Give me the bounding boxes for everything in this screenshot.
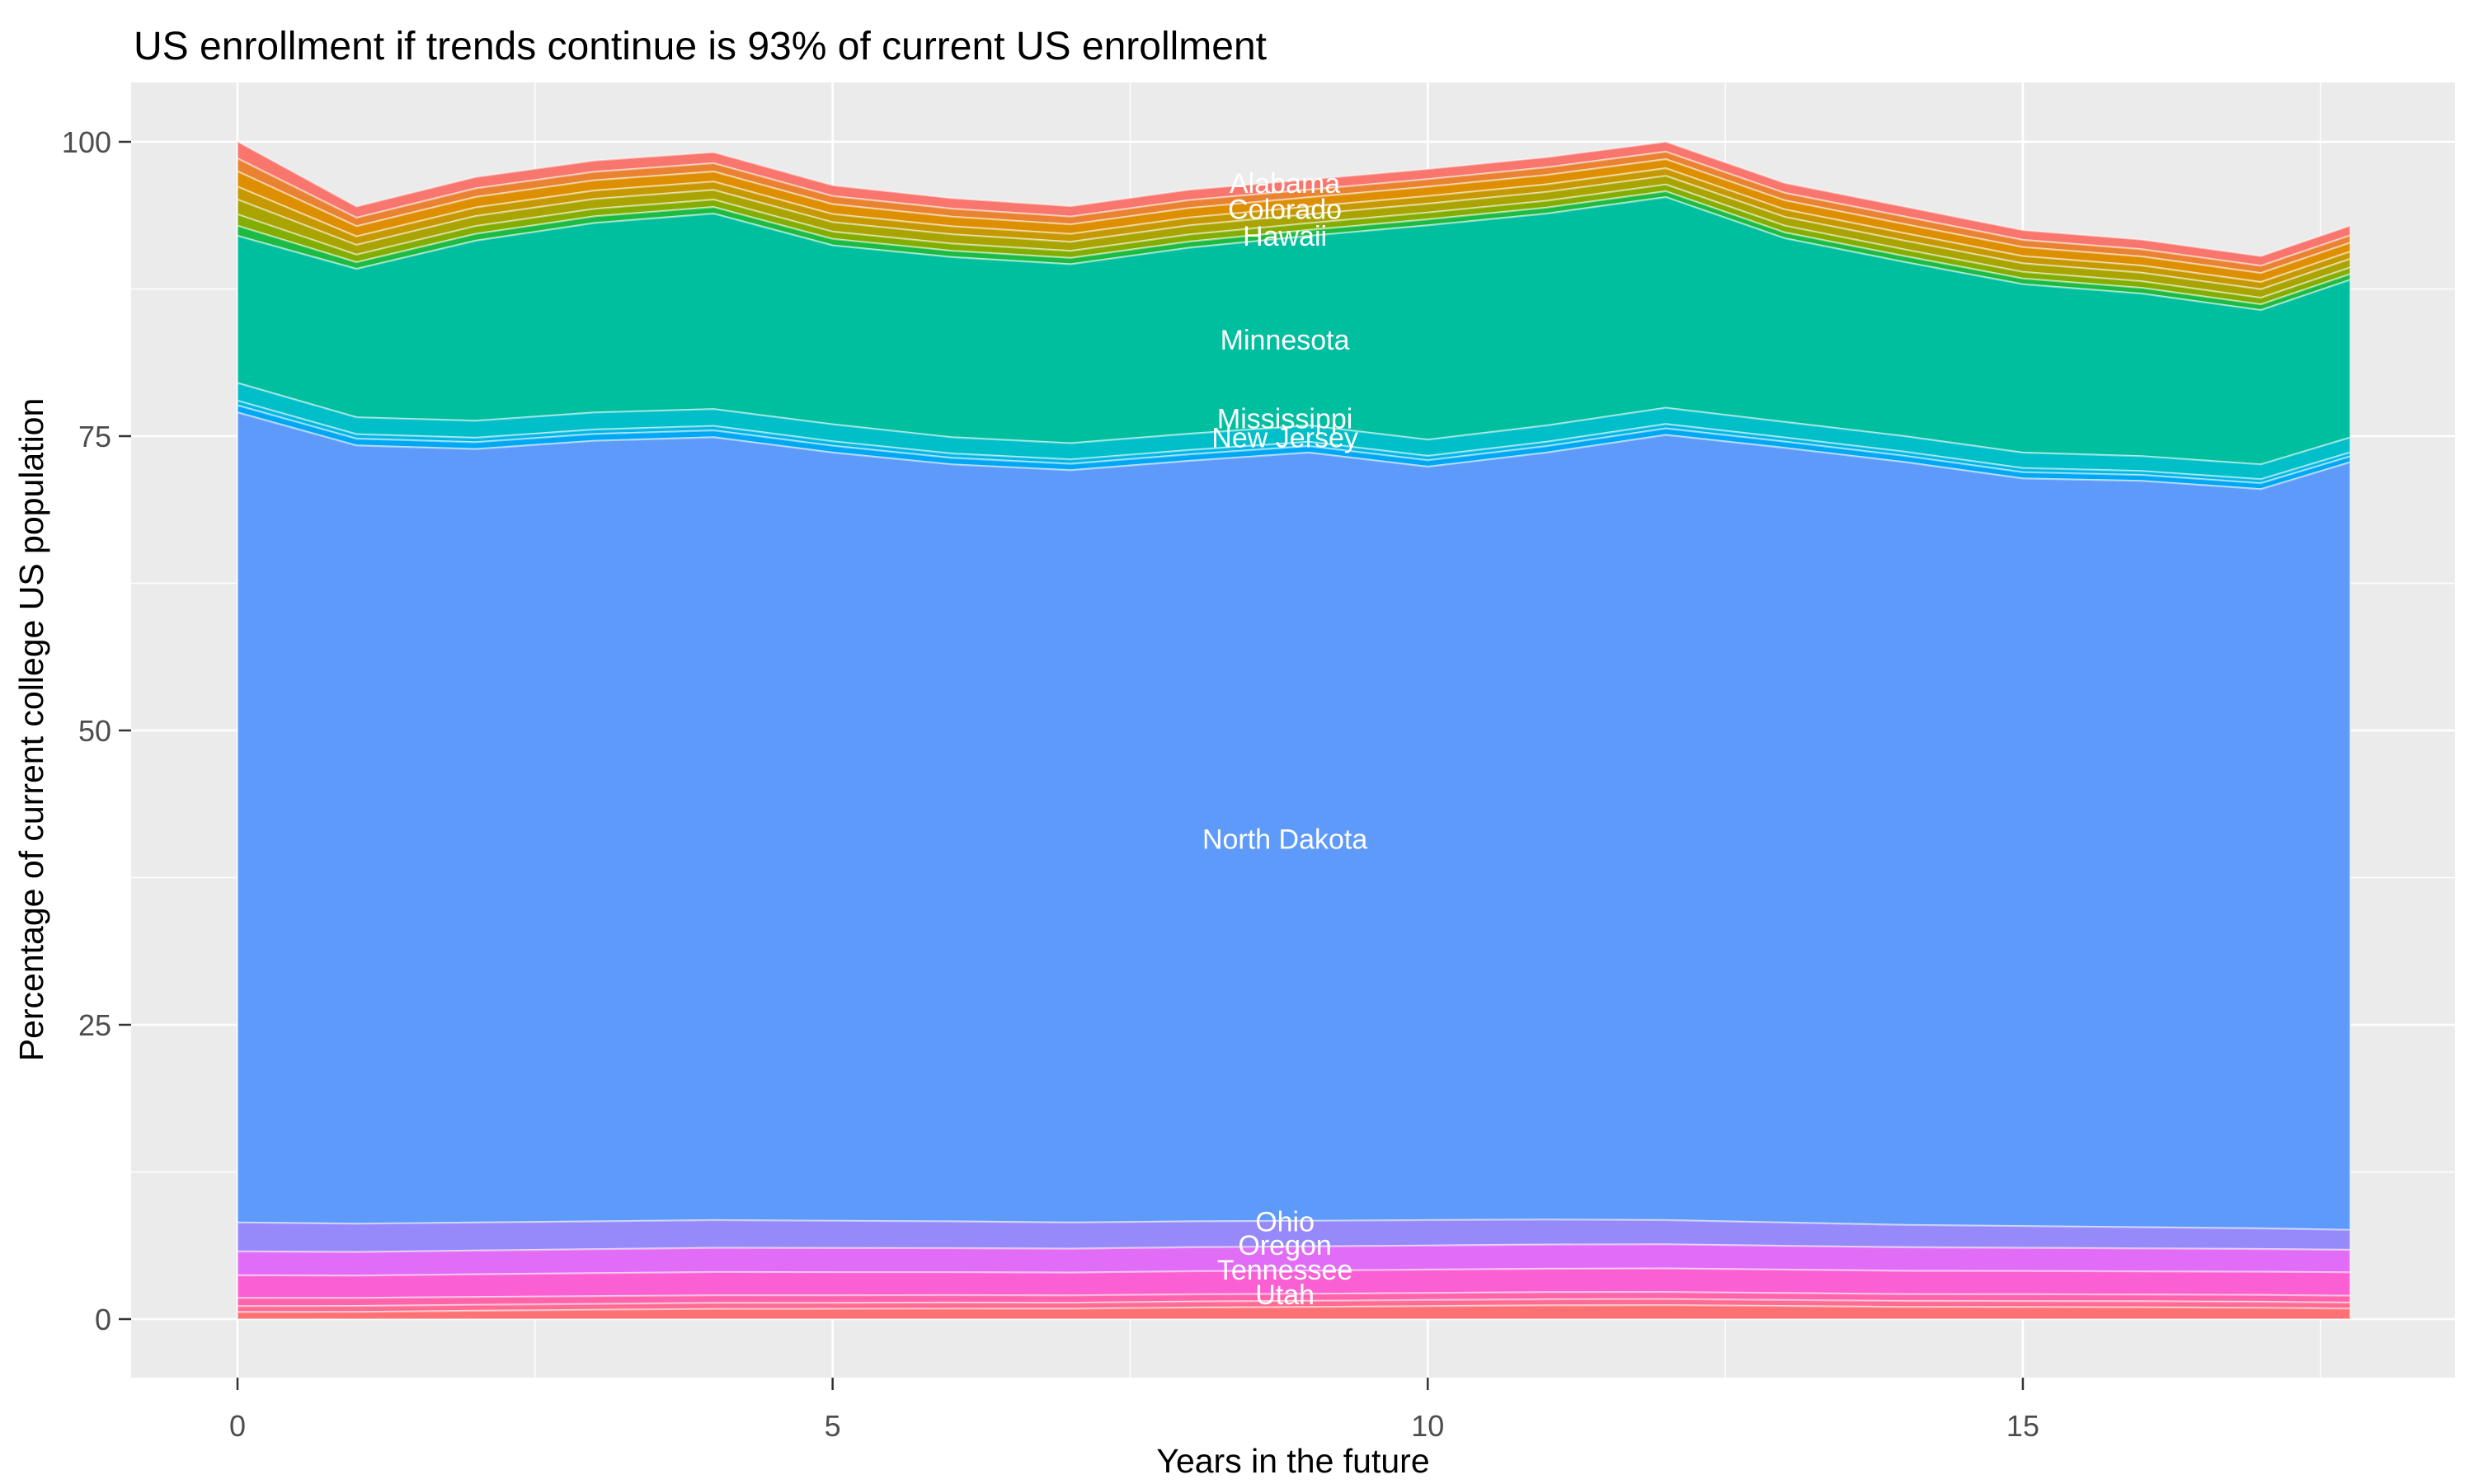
y-tick-label: 75 — [78, 420, 111, 453]
band-label-mississippi: Mississippi — [1217, 404, 1352, 435]
y-tick-label: 50 — [78, 714, 111, 748]
y-tick-label: 25 — [78, 1008, 111, 1042]
y-axis-title: Percentage of current college US populat… — [12, 398, 50, 1062]
x-tick-label: 10 — [1411, 1409, 1444, 1443]
band-label-colorado: Colorado — [1228, 194, 1342, 225]
band-label-hawaii: Hawaii — [1243, 221, 1327, 252]
band-label-oregon: Oregon — [1238, 1230, 1331, 1261]
y-tick-label: 0 — [95, 1303, 111, 1336]
y-tick-label: 100 — [62, 125, 111, 159]
axes: 0 5 10 15 0 25 50 75 100 — [62, 125, 2039, 1443]
x-tick-label: 0 — [229, 1409, 246, 1443]
band-label-minnesota: Minnesota — [1221, 325, 1350, 356]
chart-title: US enrollment if trends continue is 93% … — [134, 25, 1267, 68]
band-label-tennessee: Tennessee — [1217, 1255, 1352, 1286]
band-label-ohio: Ohio — [1255, 1206, 1315, 1237]
x-axis-title: Years in the future — [1156, 1442, 1429, 1480]
area-series-group — [236, 140, 2351, 1321]
area-north-dakota — [236, 411, 2351, 1231]
band-label-alabama: Alabama — [1230, 168, 1340, 200]
x-tick-label: 5 — [825, 1409, 841, 1443]
band-label-new-jersey: New Jersey — [1211, 422, 1358, 453]
area-state — [236, 1304, 2351, 1321]
band-label-utah: Utah — [1255, 1280, 1315, 1311]
band-label-north-dakota: North Dakota — [1202, 824, 1367, 855]
x-tick-label: 15 — [2006, 1409, 2039, 1443]
